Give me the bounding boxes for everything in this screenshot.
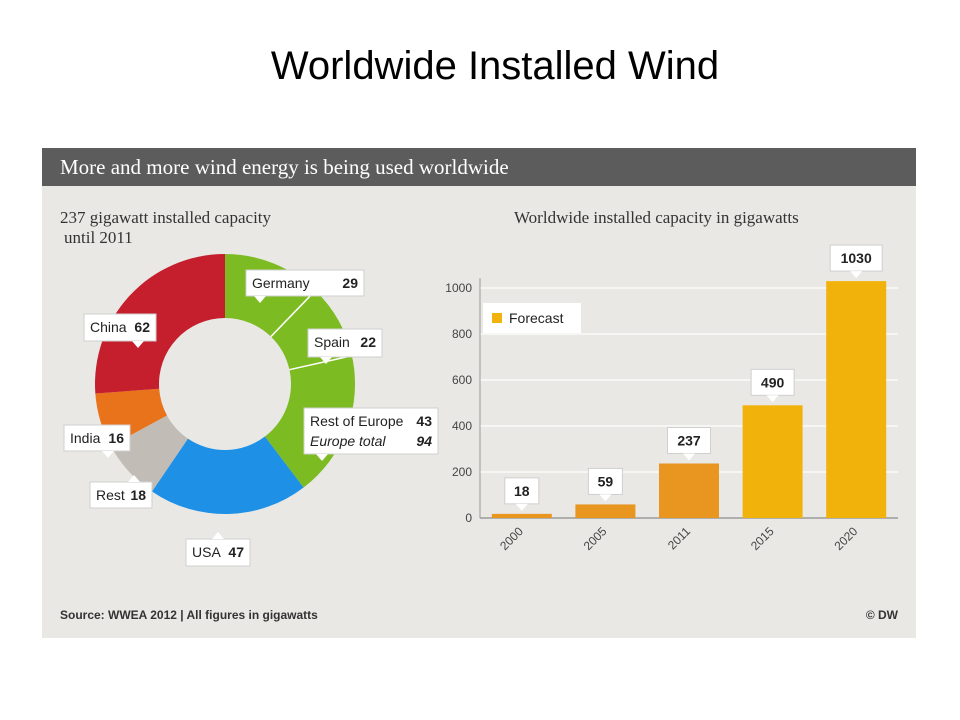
bar-value-callout-2011-box [667,426,711,454]
bar-value-callout-2000 [504,477,540,511]
bar-value-callout-2015-box [750,368,795,396]
source-note: Source: WWEA 2012 | All figures in gigaw… [60,608,318,622]
callout-india-value: 16 [108,430,124,446]
callout-rest [89,475,153,509]
callout-spain [307,328,383,364]
callout-rest-of-europe-label: Rest of Europe [310,413,404,429]
bar-2005 [575,504,636,518]
callout-china-value: 62 [134,319,150,335]
donut-title-line2: until 2011 [64,228,133,247]
donut-title-line1: 237 gigawatt installed capacity [60,208,272,227]
callout-spain-pointer [320,357,332,364]
callout-rest-value: 18 [130,487,146,503]
europe-total-label: Europe total [310,433,386,449]
bar-value-label-2020: 1030 [841,250,872,266]
callout-germany-value: 29 [342,275,358,291]
legend-swatch-forecast [492,313,502,323]
bar-value-callout-2000-pointer [515,503,528,511]
callout-rest-of-europe [303,407,439,461]
callout-rest-of-europe-pointer [316,454,328,461]
bar-value-label-2000: 18 [514,483,530,499]
europe-total-value: 94 [416,433,432,449]
bar-value-callout-2005-box [587,467,623,495]
bar-value-callout-2005 [587,467,623,502]
callout-germany-pointer [254,296,266,303]
callout-usa-pointer [212,532,224,539]
bar-chart-title: Worldwide installed capacity in gigawatt… [514,208,799,227]
donut-slice-usa [151,436,304,514]
bar-value-callout-2011-pointer [683,453,695,461]
donut-slice-rest [110,415,188,492]
callout-india [63,424,131,458]
bar-2015 [742,405,803,518]
callout-rest-of-europe-box [303,407,439,455]
callout-rest-box [89,481,153,509]
callout-rest-pointer [128,475,140,482]
y-tick-0: 0 [465,511,472,525]
callout-india-pointer [102,451,114,458]
y-tick-600: 600 [452,373,472,387]
callout-india-label: India [70,430,101,446]
bar-value-callout-2005-pointer [599,494,612,502]
charts-svg: Germany 29 Spain 22 Rest of Europe 43 USA 47 Res… [63,244,898,567]
donut-separator [270,290,316,338]
y-tick-1000: 1000 [445,281,472,295]
x-tick-2000: 2000 [497,524,526,553]
slide-title: Worldwide Installed Wind [270,44,720,88]
bar-2000 [491,513,552,518]
callout-usa [185,532,251,567]
bar-value-label-2015: 490 [761,374,785,390]
y-tick-200: 200 [452,465,472,479]
callout-india-box [63,424,131,452]
bar-value-callout-2015-pointer [766,395,779,403]
bar-value-callout-2020-pointer [850,271,863,279]
callout-spain-value: 22 [360,334,376,350]
callout-spain-label: Spain [314,334,350,350]
donut-chart-title: 237 gigawatt installed capacity until 20… [60,208,271,248]
y-tick-800: 800 [452,327,472,341]
donut-separator [289,355,353,371]
callout-usa-value: 47 [228,544,244,560]
callout-china-label: China [90,319,127,335]
donut-slice-china [95,254,225,394]
bar-value-callout-2015 [750,368,795,403]
x-tick-2015: 2015 [748,524,777,553]
callout-rest-of-europe-value: 43 [416,413,432,429]
panel-header: More and more wind energy is being used … [42,148,916,186]
bar-value-callout-2000-box [504,477,540,505]
x-tick-2005: 2005 [581,524,610,553]
callout-china [83,313,157,348]
bar-value-label-2011: 237 [677,432,701,448]
callout-usa-label: USA [192,544,221,560]
bar-value-callout-2011 [667,426,711,461]
callout-germany-label: Germany [252,275,310,291]
y-tick-400: 400 [452,419,472,433]
callout-germany [245,269,365,303]
callout-germany-box [245,269,365,297]
x-tick-2020: 2020 [832,524,861,553]
bar-2011 [659,463,719,518]
callout-china-box [83,313,157,342]
callout-spain-box [307,328,383,358]
bar-2020 [826,281,887,518]
callout-rest-label: Rest [96,487,125,503]
bar-value-callout-2020 [829,244,883,279]
callout-usa-box [185,538,251,567]
x-tick-2011: 2011 [665,524,693,552]
bar-value-label-2005: 59 [598,473,614,489]
infographic-panel: More and more wind energy is being used … [42,148,916,638]
callout-china-pointer [132,341,144,348]
legend-label-forecast: Forecast [509,310,564,326]
copyright-note: © DW [865,608,898,622]
